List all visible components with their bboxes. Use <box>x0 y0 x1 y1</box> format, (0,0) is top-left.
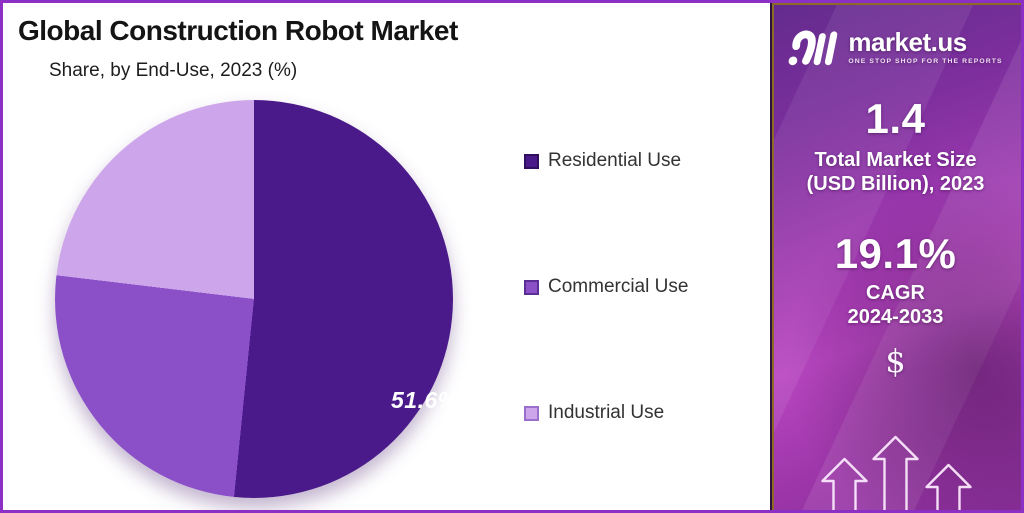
legend-swatch-industrial-icon <box>524 405 539 421</box>
market-us-logo-icon <box>788 30 838 66</box>
stat-cagr-label-line2: 2024-2033 <box>847 305 944 328</box>
dollar-sign-icon: $ <box>885 342 906 381</box>
stat-market-size: 1.4 Total Market Size (USD Billion), 202… <box>770 95 1021 196</box>
legend-swatch-residential-icon <box>524 153 539 169</box>
legend-item-residential: Residential Use <box>524 149 688 173</box>
legend-label-commercial: Commercial Use <box>548 276 689 297</box>
brand-logo: market.us ONE STOP SHOP FOR THE REPORTS <box>770 3 1021 69</box>
chart-title: Global Construction Robot Market <box>18 15 458 46</box>
stat-market-size-label-line1: Total Market Size <box>814 149 977 171</box>
stat-cagr-value: 19.1% <box>834 230 957 278</box>
stat-cagr: 19.1% CAGR 2024-2033 <box>770 230 1021 329</box>
brand-sidebar: market.us ONE STOP SHOP FOR THE REPORTS … <box>770 3 1021 510</box>
stat-cagr-label: CAGR 2024-2033 <box>770 282 1021 329</box>
brand-name: market.us <box>848 27 967 57</box>
legend-label-industrial: Industrial Use <box>548 402 665 423</box>
stat-market-size-value: 1.4 <box>865 95 926 142</box>
stat-market-size-label-line2: (USD Billion), 2023 <box>806 172 985 195</box>
legend-item-industrial: Industrial Use <box>524 401 688 425</box>
brand-tagline: ONE STOP SHOP FOR THE REPORTS <box>848 58 1003 65</box>
stat-cagr-label-line1: CAGR <box>866 282 925 305</box>
legend-label-residential: Residential Use <box>548 150 682 171</box>
pie-slice-label-residential: 51.6% <box>391 387 459 413</box>
legend-item-commercial: Commercial Use <box>524 275 688 299</box>
growth-arrows-icon <box>821 435 972 510</box>
chart-area: Global Construction Robot Market Share, … <box>3 3 770 510</box>
legend-swatch-commercial-icon <box>524 279 539 295</box>
legend: Residential Use Commercial Use Industria… <box>524 149 688 510</box>
stat-market-size-label: Total Market Size (USD Billion), 2023 <box>770 149 1021 196</box>
chart-subtitle: Share, by End-Use, 2023 (%) <box>49 60 298 81</box>
pie-chart: 51.6% <box>55 100 458 498</box>
brand-text-block: market.us ONE STOP SHOP FOR THE REPORTS <box>848 29 1002 65</box>
